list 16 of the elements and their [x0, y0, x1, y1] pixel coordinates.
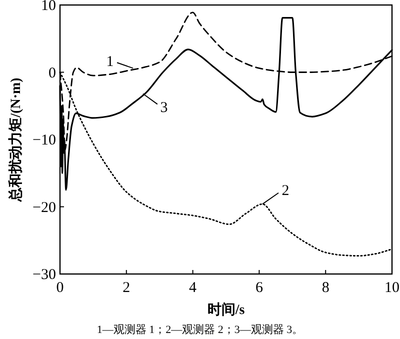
x-tick-label: 2 [122, 280, 130, 296]
x-axis-title: 时间/s [207, 302, 246, 318]
x-tick-label: 6 [255, 280, 264, 296]
x-tick-label: 4 [189, 280, 198, 296]
y-tick-label: 0 [48, 65, 56, 82]
annotation: 3 [160, 100, 168, 116]
y-tick-label: −30 [32, 267, 56, 283]
annotation: 2 [282, 183, 290, 200]
y-tick-label: 10 [41, 0, 56, 14]
x-tick-label: 10 [384, 280, 400, 296]
y-axis-title: 总和扰动力矩/(N·m) [8, 77, 24, 202]
text: 1—观测器 1；2—观测器 2；3—观测器 3。 [96, 324, 304, 336]
y-tick-label: −10 [32, 132, 56, 148]
annotation: 1 [106, 54, 114, 70]
y-tick-label: −20 [32, 200, 56, 216]
x-tick-label: 8 [322, 280, 330, 296]
